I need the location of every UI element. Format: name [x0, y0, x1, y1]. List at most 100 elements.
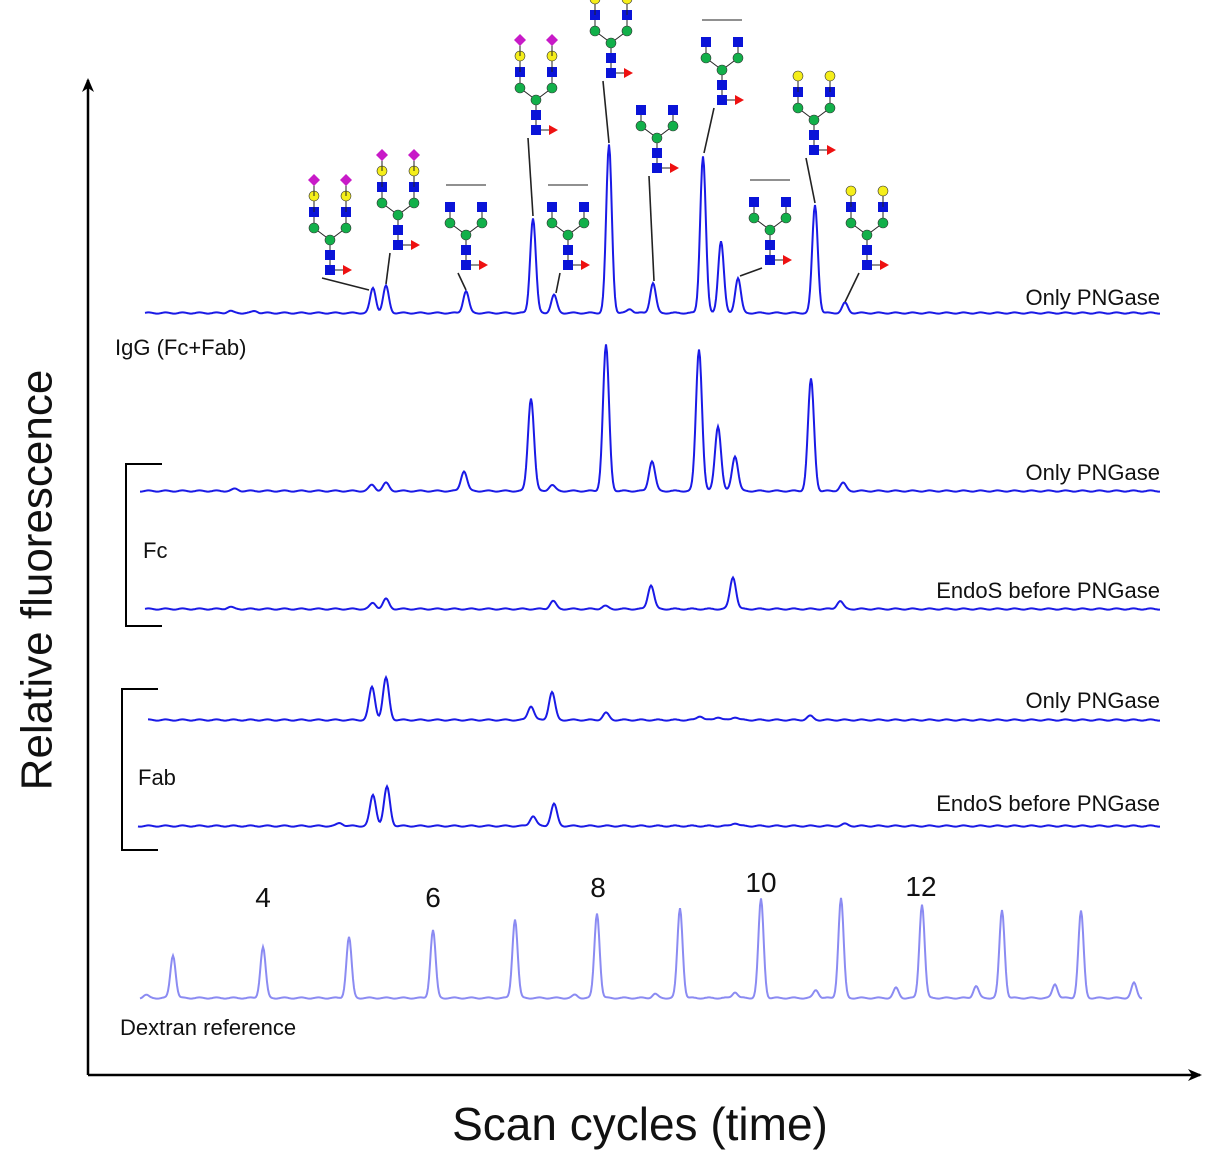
glycan-galactose: [621, 0, 633, 5]
glycan-glcnac: [325, 250, 335, 260]
glycan-mannose: [562, 229, 574, 241]
y-axis-label: Relative fluorescence: [13, 370, 62, 791]
glycan-mannose: [667, 120, 679, 132]
glycan-glcnac: [477, 202, 487, 212]
glycan-galactose: [877, 185, 889, 197]
trace: [144, 575, 1160, 611]
glycan-glcnac: [652, 163, 662, 173]
peak-label: 10: [745, 867, 776, 898]
glycan-glcnac: [445, 202, 455, 212]
glycan-mannose: [324, 234, 336, 246]
glycan-glcnac: [563, 245, 573, 255]
glycan-mannose: [635, 120, 647, 132]
glycan-mannose: [546, 82, 558, 94]
glycan-glcnac: [765, 240, 775, 250]
group-label: Fab: [138, 765, 176, 790]
glycan-bond: [321, 277, 370, 291]
glycan-glcnac: [668, 105, 678, 115]
glycan-mannose: [780, 212, 792, 224]
trace: [140, 344, 1160, 493]
glycan-mannose: [605, 37, 617, 49]
glycan-glcnac: [809, 130, 819, 140]
glycan-mannose: [392, 209, 404, 221]
trace-label: EndoS before PNGase: [936, 578, 1160, 603]
glycan-mannose: [716, 64, 728, 76]
glycan-mannose: [700, 52, 712, 64]
glycan-fucose: [624, 68, 633, 78]
trace-label: Dextran reference: [120, 1015, 296, 1040]
glycan-glcnac: [765, 255, 775, 265]
glycan-bond: [555, 272, 561, 294]
glycan-glcnac: [717, 80, 727, 90]
glycan-mannose: [764, 224, 776, 236]
glycan-galactose: [589, 0, 601, 5]
glycan-glcnac: [531, 125, 541, 135]
glycan-glcnac: [717, 95, 727, 105]
glycan-glcnac: [809, 145, 819, 155]
glycan-bond: [648, 175, 655, 282]
glycan-glcnac: [547, 202, 557, 212]
glycan-mannose: [861, 229, 873, 241]
glycan-glcnac: [652, 148, 662, 158]
trace: [144, 144, 1160, 315]
glycan-sialic-acid: [408, 149, 420, 161]
glycan-mannose: [408, 197, 420, 209]
trace: [137, 784, 1160, 828]
glycan-mannose: [460, 229, 472, 241]
glycan-glcnac: [749, 197, 759, 207]
peak-label: 4: [255, 882, 271, 913]
glycan-mannose: [589, 25, 601, 37]
trace-label: Only PNGase: [1026, 285, 1161, 310]
glycan-sialic-acid: [308, 174, 320, 186]
peak-label: 8: [590, 872, 606, 903]
glycan-glcnac: [606, 53, 616, 63]
glycan-galactose: [845, 185, 857, 197]
glycan-glcnac: [325, 265, 335, 275]
glycan-glcnac: [563, 260, 573, 270]
glycan-mannose: [808, 114, 820, 126]
glycan-glcnac: [606, 68, 616, 78]
glycan-mannose: [845, 217, 857, 229]
glycan-mannose: [376, 197, 388, 209]
glycan-mannose: [340, 222, 352, 234]
glycan-sialic-acid: [340, 174, 352, 186]
trace-label: Only PNGase: [1026, 460, 1161, 485]
glycan-glcnac: [862, 260, 872, 270]
glycan-mannose: [546, 217, 558, 229]
glycan-fucose: [549, 125, 558, 135]
glycan-glcnac: [531, 110, 541, 120]
glycan-bond: [527, 137, 534, 217]
glycan-mannose: [578, 217, 590, 229]
glycan-mannose: [621, 25, 633, 37]
glycan-glcnac: [636, 105, 646, 115]
trace: [148, 674, 1160, 722]
glycan-glcnac: [579, 202, 589, 212]
glycan-bond: [385, 252, 391, 285]
trace-label: EndoS before PNGase: [936, 791, 1160, 816]
trace-label: Only PNGase: [1026, 688, 1161, 713]
glycan-fucose: [880, 260, 889, 270]
glycan-mannose: [877, 217, 889, 229]
glycan-mannose: [732, 52, 744, 64]
glycan-glcnac: [393, 240, 403, 250]
glycan-mannose: [748, 212, 760, 224]
glycan-fucose: [827, 145, 836, 155]
glycan-glcnac: [461, 245, 471, 255]
glycan-glcnac: [733, 37, 743, 47]
glycan-fucose: [411, 240, 420, 250]
glycan-fucose: [783, 255, 792, 265]
glycan-sialic-acid: [514, 34, 526, 46]
group-label: IgG (Fc+Fab): [115, 335, 246, 360]
glycan-mannose: [530, 94, 542, 106]
glycan-fucose: [670, 163, 679, 173]
group-label: Fc: [143, 538, 167, 563]
glycan-glcnac: [393, 225, 403, 235]
glycan-mannose: [651, 132, 663, 144]
trace: [139, 897, 1143, 1000]
glycan-sialic-acid: [376, 149, 388, 161]
glycan-mannose: [476, 217, 488, 229]
glycan-sialic-acid: [546, 34, 558, 46]
glycan-bond: [457, 272, 467, 291]
glycan-bond: [703, 107, 715, 154]
